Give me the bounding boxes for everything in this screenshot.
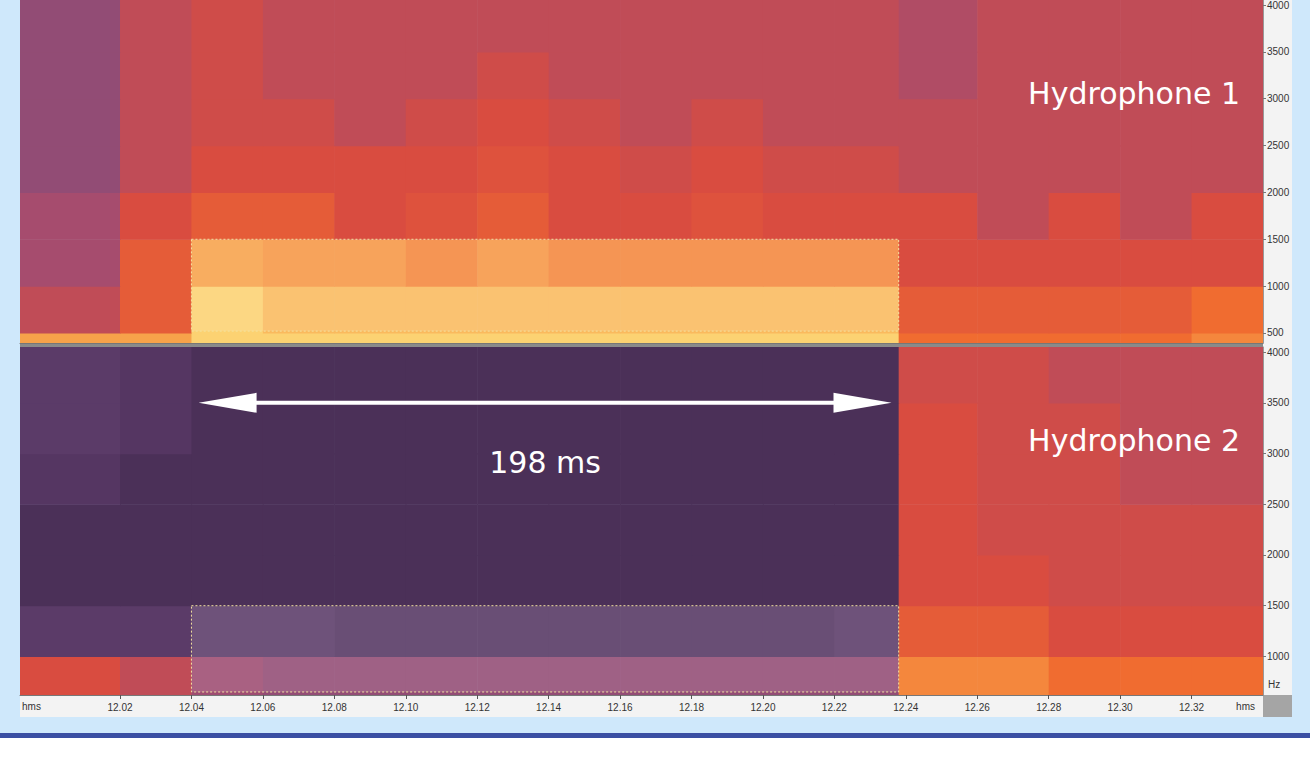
svg-text:2000: 2000 (1267, 187, 1290, 198)
svg-text:1000: 1000 (1267, 651, 1290, 662)
svg-text:12.28: 12.28 (1036, 702, 1061, 713)
svg-text:12.04: 12.04 (179, 702, 204, 713)
svg-text:12.30: 12.30 (1108, 702, 1133, 713)
svg-text:198 ms: 198 ms (489, 445, 601, 480)
svg-text:4000: 4000 (1267, 347, 1290, 358)
svg-text:12.10: 12.10 (393, 702, 418, 713)
svg-text:1500: 1500 (1267, 234, 1290, 245)
svg-text:Hz: Hz (1268, 679, 1280, 690)
svg-text:12.20: 12.20 (750, 702, 775, 713)
svg-text:Hydrophone 2: Hydrophone 2 (1028, 423, 1240, 458)
svg-text:500: 500 (1267, 327, 1284, 338)
svg-text:12.32: 12.32 (1179, 702, 1204, 713)
svg-text:2500: 2500 (1267, 140, 1290, 151)
svg-text:12.24: 12.24 (893, 702, 918, 713)
svg-text:1000: 1000 (1267, 281, 1290, 292)
svg-text:2500: 2500 (1267, 499, 1290, 510)
svg-text:12.22: 12.22 (822, 702, 847, 713)
svg-text:3000: 3000 (1267, 448, 1290, 459)
svg-text:hms: hms (22, 701, 41, 712)
svg-text:12.08: 12.08 (322, 702, 347, 713)
svg-text:12.06: 12.06 (250, 702, 275, 713)
svg-text:12.26: 12.26 (965, 702, 990, 713)
svg-text:hms: hms (1236, 701, 1255, 712)
svg-text:3000: 3000 (1267, 93, 1290, 104)
svg-text:12.16: 12.16 (608, 702, 633, 713)
svg-text:Hydrophone 1: Hydrophone 1 (1028, 76, 1240, 111)
svg-text:3500: 3500 (1267, 397, 1290, 408)
svg-text:12.12: 12.12 (465, 702, 490, 713)
svg-text:3500: 3500 (1267, 46, 1290, 57)
svg-text:4000: 4000 (1267, 0, 1290, 11)
svg-text:12.18: 12.18 (679, 702, 704, 713)
svg-text:1500: 1500 (1267, 600, 1290, 611)
svg-text:2000: 2000 (1267, 549, 1290, 560)
svg-text:12.14: 12.14 (536, 702, 561, 713)
svg-text:12.02: 12.02 (107, 702, 132, 713)
